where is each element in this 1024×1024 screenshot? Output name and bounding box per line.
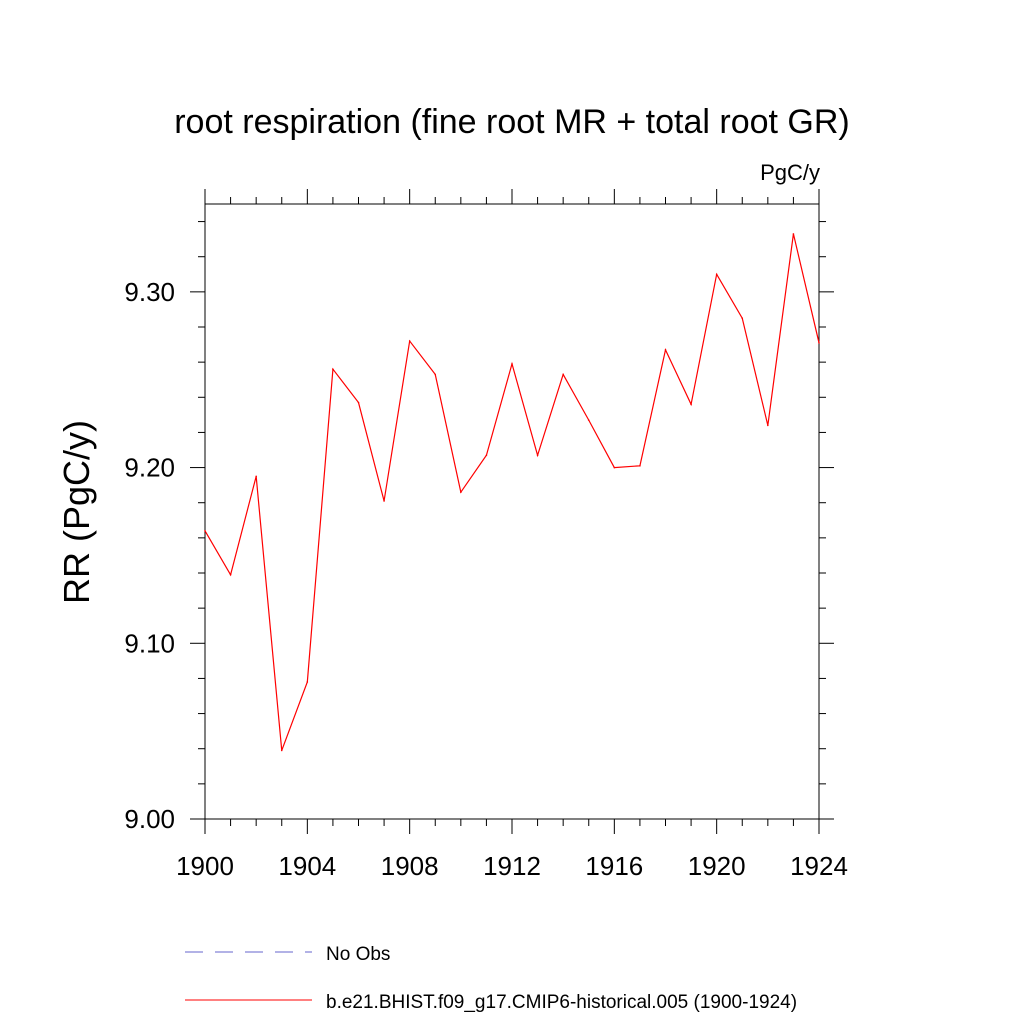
data-point — [306, 681, 309, 683]
legend-label: No Obs — [326, 944, 390, 965]
data-point — [255, 475, 257, 478]
data-point — [715, 273, 718, 276]
data-point — [613, 466, 616, 469]
y-axis-label: RR (PgC/y) — [56, 420, 97, 604]
plot-frame — [204, 203, 820, 820]
data-point — [818, 342, 820, 344]
series-line — [204, 233, 820, 751]
data-point — [408, 340, 411, 342]
x-tick-label: 1904 — [278, 851, 336, 881]
data-point — [664, 349, 667, 351]
legend: No Obs b.e21.BHIST.f09_g17.CMIP6-historic… — [185, 944, 797, 1013]
data-point — [767, 424, 769, 427]
data-point — [383, 500, 385, 502]
data-point — [792, 233, 795, 235]
data-point — [204, 530, 206, 532]
data-series — [204, 233, 820, 752]
chart-title: root respiration (fine root MR + total r… — [174, 103, 850, 141]
axis-ticks: 1900 1904 1908 1912 1916 1920 1924 9.00 9.10 9.20… — [124, 189, 848, 881]
data-point — [741, 317, 744, 320]
x-tick-label: 1900 — [176, 851, 234, 881]
data-point — [536, 454, 539, 457]
y-tick-label: 9.20 — [124, 453, 175, 483]
units-label: PgC/y — [760, 160, 820, 185]
data-point — [639, 465, 641, 467]
data-point — [511, 363, 513, 365]
y-tick-label: 9.00 — [124, 804, 175, 834]
data-point — [280, 749, 283, 752]
data-point — [562, 373, 564, 376]
data-point — [229, 573, 232, 576]
data-point — [690, 403, 692, 406]
legend-label: b.e21.BHIST.f09_g17.CMIP6-historical.005… — [326, 992, 797, 1013]
x-tick-label: 1916 — [585, 851, 643, 881]
x-tick-label: 1920 — [688, 851, 746, 881]
x-tick-label: 1912 — [483, 851, 541, 881]
data-point — [587, 419, 590, 421]
y-tick-label: 9.30 — [124, 277, 175, 307]
data-point — [332, 368, 334, 370]
x-tick-label: 1908 — [381, 851, 439, 881]
x-tick-label: 1924 — [790, 851, 848, 881]
data-point — [357, 401, 360, 404]
y-tick-label: 9.10 — [124, 628, 175, 658]
data-point — [460, 491, 462, 493]
data-point — [485, 454, 488, 457]
data-point — [434, 373, 437, 376]
